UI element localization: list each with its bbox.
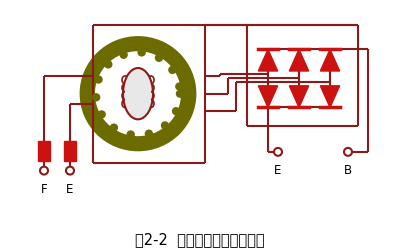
- Circle shape: [274, 148, 282, 156]
- Circle shape: [138, 49, 145, 56]
- Circle shape: [40, 167, 48, 174]
- Circle shape: [172, 108, 180, 115]
- Circle shape: [96, 52, 180, 135]
- Circle shape: [110, 124, 118, 131]
- Circle shape: [95, 76, 102, 83]
- Polygon shape: [320, 49, 340, 71]
- Circle shape: [127, 131, 134, 138]
- FancyBboxPatch shape: [64, 141, 76, 161]
- Circle shape: [176, 83, 183, 90]
- Text: B: B: [344, 164, 352, 177]
- Circle shape: [156, 54, 162, 61]
- Polygon shape: [258, 86, 278, 108]
- FancyBboxPatch shape: [38, 141, 50, 161]
- Circle shape: [344, 148, 352, 156]
- Circle shape: [93, 94, 100, 101]
- Polygon shape: [320, 86, 340, 108]
- Polygon shape: [289, 49, 309, 71]
- Text: 图2-2  交流发电机工作原理图: 图2-2 交流发电机工作原理图: [135, 232, 265, 247]
- Circle shape: [105, 61, 112, 68]
- Text: E: E: [66, 184, 74, 196]
- Text: E: E: [274, 164, 282, 177]
- Polygon shape: [289, 86, 309, 108]
- Circle shape: [98, 111, 105, 118]
- Circle shape: [120, 51, 127, 58]
- Circle shape: [145, 130, 152, 137]
- Circle shape: [81, 38, 195, 150]
- Circle shape: [66, 167, 74, 174]
- Circle shape: [169, 66, 176, 73]
- Polygon shape: [258, 49, 278, 71]
- Text: F: F: [41, 184, 47, 196]
- Ellipse shape: [123, 68, 153, 119]
- Circle shape: [162, 122, 168, 129]
- Circle shape: [176, 90, 184, 97]
